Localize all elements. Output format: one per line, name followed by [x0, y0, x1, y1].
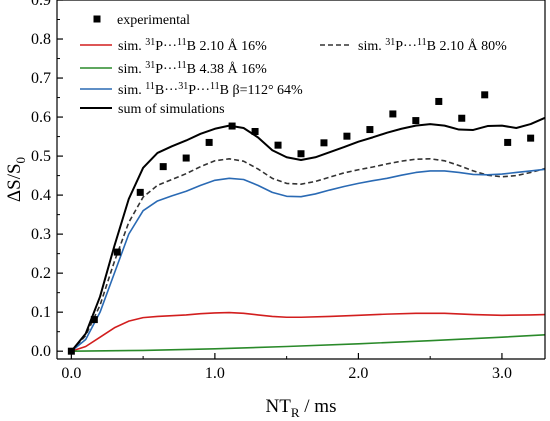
legend-label-sim-dashed: sim. 31P···11B 2.10 Å 80%	[358, 37, 507, 55]
y-tick-label-5: 0.5	[31, 148, 51, 165]
series-line-sim-green	[71, 334, 546, 352]
data-point-experimental-7	[228, 122, 236, 130]
legend-item-sim-blue: sim. 11B···31P···11B β=112° 64%	[80, 81, 303, 99]
x-tick-label-0: 0.0	[61, 365, 81, 382]
x-axis-title: NTR / ms	[266, 396, 337, 420]
data-point-experimental-8	[251, 128, 259, 136]
legend: experimental sim. 31P···11B 2.10 Å 16% sim…	[80, 13, 507, 117]
data-point-experimental-15	[412, 117, 420, 125]
series-line-sim-red	[71, 311, 546, 352]
data-point-experimental-14	[389, 110, 397, 118]
legend-label-experimental: experimental	[117, 13, 190, 28]
data-point-experimental-9	[274, 141, 282, 149]
data-point-experimental-3	[136, 188, 144, 196]
data-point-experimental-13	[366, 126, 374, 134]
data-point-experimental-4	[159, 163, 167, 171]
y-tick-label-3: 0.3	[31, 226, 51, 243]
legend-label-sim-green: sim. 31P···11B 4.38 Å 16%	[118, 60, 267, 78]
x-tick-label-2: 2.0	[348, 365, 368, 382]
series-line-sim-dashed	[70, 158, 546, 352]
data-point-experimental-12	[343, 132, 351, 140]
y-tick-label-6: 0.6	[31, 109, 51, 126]
y-axis-title: ΔS/S0	[4, 157, 28, 202]
y-tick-label-0: 0.0	[31, 343, 51, 360]
data-point-experimental-20	[527, 134, 535, 142]
axis-titles: NTR / ms ΔS/S0	[4, 157, 336, 420]
legend-label-sum: sum of simulations	[118, 102, 225, 117]
data-point-experimental-1	[90, 316, 98, 324]
y-tick-label-7: 0.7	[31, 70, 51, 87]
data-point-experimental-18	[481, 91, 489, 99]
legend-label-sim-red: sim. 31P···11B 2.10 Å 16%	[118, 37, 267, 55]
legend-item-sum: sum of simulations	[80, 102, 225, 117]
y-tick-label-9: 0.9	[31, 0, 51, 9]
legend-item-sim-red: sim. 31P···11B 2.10 Å 16%	[80, 37, 267, 55]
series-line-sim-blue	[70, 168, 546, 352]
data-point-experimental-5	[182, 154, 190, 162]
data-point-experimental-2	[113, 248, 121, 256]
legend-item-experimental: experimental	[93, 13, 190, 28]
y-tick-label-2: 0.2	[31, 265, 51, 282]
data-point-experimental-19	[504, 138, 512, 146]
data-point-experimental-11	[320, 139, 328, 147]
legend-marker-experimental	[93, 15, 101, 23]
y-tick-label-4: 0.4	[31, 187, 51, 204]
legend-item-sim-green: sim. 31P···11B 4.38 Å 16%	[80, 60, 267, 78]
data-point-experimental-17	[458, 114, 466, 122]
legend-item-sim-dashed: sim. 31P···11B 2.10 Å 80%	[320, 37, 507, 55]
data-point-experimental-16	[435, 97, 443, 105]
x-tick-label-1: 1.0	[205, 365, 225, 382]
series-line-sum	[70, 116, 546, 352]
x-tick-label-3: 3.0	[492, 365, 512, 382]
axes-layer: 0.0 0.1 0.2 0.3 0.4 0.5 0.6 0.7 0.8 0.9 0.0 1.0 2.0 3…	[31, 0, 546, 382]
data-point-experimental-10	[297, 150, 305, 158]
legend-label-sim-blue: sim. 11B···31P···11B β=112° 64%	[118, 81, 303, 99]
y-tick-label-8: 0.8	[31, 31, 51, 48]
data-point-experimental-6	[205, 138, 213, 146]
series-layer	[67, 91, 546, 355]
y-tick-label-1: 0.1	[31, 304, 51, 321]
data-point-experimental-0	[67, 347, 75, 355]
